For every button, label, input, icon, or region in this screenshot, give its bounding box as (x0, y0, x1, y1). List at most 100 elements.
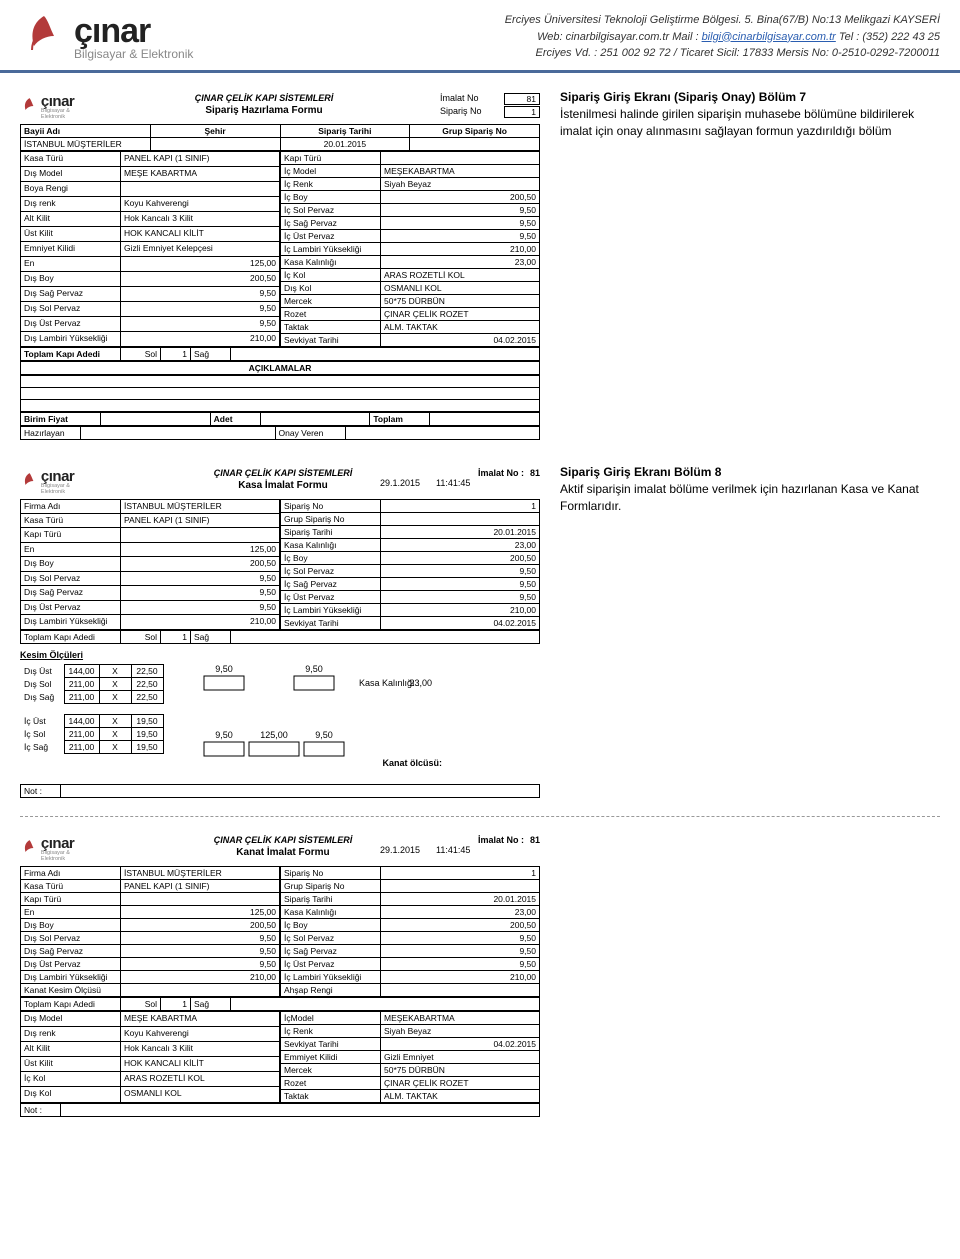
table-row: RozetÇINAR ÇELİK ROZET (281, 307, 540, 320)
table-row: Kasa TürüPANEL KAPI (1 SINIF) (21, 513, 280, 527)
form1-totals: Birim Fiyat Adet Toplam (20, 412, 540, 426)
table-row (21, 399, 540, 411)
table-row: Sevkiyat Tarihi04.02.2015 (281, 1037, 540, 1050)
form1-header-table: Bayii Adı Şehir Sipariş Tarihi Grup Sipa… (20, 124, 540, 151)
logo-text-main: çınar (74, 12, 193, 51)
svg-text:9,50: 9,50 (215, 664, 233, 674)
table-row: Dış Sağ Pervaz9,50 (21, 586, 280, 600)
table-row: Grup Sipariş No (281, 879, 540, 892)
table-row: Dış Boy200,50 (21, 918, 280, 931)
form3-left2-table: Dış ModelMEŞE KABARTMADış renkKoyu Kahve… (20, 1011, 280, 1103)
table-row: Dış Sol Pervaz9,50 (21, 571, 280, 585)
table-row: Mercek50*75 DÜRBÜN (281, 294, 540, 307)
table-row: İç ModelMEŞEKABARTMA (281, 164, 540, 177)
table-row: İSTANBUL MÜŞTERİLER 20.01.2015 (21, 137, 540, 150)
section-form3: çınar Bilgisayar & Elektronik ÇINAR ÇELİ… (0, 827, 960, 1125)
header-address: Erciyes Üniversitesi Teknoloji Geliştirm… (505, 12, 940, 62)
form-system: ÇINAR ÇELİK KAPI SİSTEMLERİ (88, 93, 440, 103)
form1-signatures: Hazırlayan Onay Veren (20, 426, 540, 440)
table-row: En125,00 (21, 905, 280, 918)
table-row: Firma AdıİSTANBUL MÜŞTERİLER (21, 499, 280, 513)
form-logo: çınar Bilgisayar & Elektronik (20, 93, 88, 120)
form2-right-table: Sipariş No1Grup Sipariş NoSipariş Tarihi… (280, 499, 540, 630)
table-row: Sipariş Tarihi20.01.2015 (281, 525, 540, 538)
table-row: İçModelMEŞEKABARTMA (281, 1011, 540, 1024)
table-row: TaktakALM. TAKTAK (281, 320, 540, 333)
desc-8: Sipariş Giriş Ekranı Bölüm 8 Aktif sipar… (540, 464, 940, 516)
table-row: İç Lambiri Yüksekliği210,00 (281, 242, 540, 255)
leaf-icon (20, 12, 68, 60)
desc-7: Sipariş Giriş Ekranı (Sipariş Onay) Bölü… (540, 89, 940, 141)
table-row: İç Lambiri Yüksekliği210,00 (281, 970, 540, 983)
table-row: Üst KilitHOK KANCALI KİLİT (21, 226, 280, 241)
table-row: Dış Sol Pervaz9,50 (21, 931, 280, 944)
table-row: İç Sağ Pervaz9,50 (281, 216, 540, 229)
table-row: Dış Üst Pervaz9,50 (21, 316, 280, 331)
table-row: İç RenkSiyah Beyaz (281, 177, 540, 190)
table-row: Üst KilitHOK KANCALI KİLİT (21, 1056, 280, 1071)
separator (20, 816, 940, 817)
form2-toplam: Toplam Kapı Adedi Sol 1 Sağ (20, 630, 540, 644)
logo: çınar Bilgisayar & Elektronik (20, 12, 193, 61)
mail-link[interactable]: bilgi@cinarbilgisayar.com.tr (702, 31, 836, 43)
desc-8-body: Aktif siparişin imalat bölüme verilmek i… (560, 482, 919, 513)
table-row: İç Üst144,00X19,50 (20, 714, 163, 727)
table-row: İç Lambiri Yüksekliği210,00 (281, 603, 540, 616)
table-row: Grup Sipariş No (281, 512, 540, 525)
table-row: RozetÇINAR ÇELİK ROZET (281, 1076, 540, 1089)
form1-left-table: Kasa TürüPANEL KAPI (1 SINIF)Dış ModelME… (20, 151, 280, 347)
table-row: Firma AdıİSTANBUL MÜŞTERİLER (21, 866, 280, 879)
table-row: Mercek50*75 DÜRBÜN (281, 1063, 540, 1076)
table-row: Dış Sol Pervaz9,50 (21, 301, 280, 316)
table-row: Alt KilitHok Kancalı 3 Kilit (21, 211, 280, 226)
section-7: çınar Bilgisayar & Elektronik ÇINAR ÇELİ… (0, 73, 960, 448)
form-kasa-imalat: çınar Bilgisayar & Elektronik ÇINAR ÇELİ… (20, 464, 540, 798)
svg-text:9,50: 9,50 (305, 664, 323, 674)
table-row: Dış Sağ Pervaz9,50 (21, 286, 280, 301)
header-line3: Erciyes Vd. : 251 002 92 72 / Ticaret Si… (505, 45, 940, 62)
table-row: Dış Lambiri Yüksekliği210,00 (21, 970, 280, 983)
table-row: Alt KilitHok Kancalı 3 Kilit (21, 1041, 280, 1056)
table-row: En125,00 (21, 256, 280, 271)
kesim-olculeri: Kesim Ölçüleri Dış Üst144,00X22,50Dış So… (20, 644, 540, 784)
table-row: İç Üst Pervaz9,50 (281, 957, 540, 970)
table-row: İç Üst Pervaz9,50 (281, 229, 540, 242)
table-row: İç Üst Pervaz9,50 (281, 590, 540, 603)
table-row: Dış Sağ211,00X22,50 (20, 690, 163, 703)
table-row: Dış KolOSMANLI KOL (21, 1087, 280, 1102)
table-row: İç Sol Pervaz9,50 (281, 203, 540, 216)
form-logo: çınar Bilgisayar & Elektronik (20, 468, 88, 495)
table-row: İç Sağ211,00X19,50 (20, 740, 163, 753)
form-name: Sipariş Hazırlama Formu (88, 105, 440, 116)
table-row: İç RenkSiyah Beyaz (281, 1024, 540, 1037)
table-row: Dış Sol211,00X22,50 (20, 677, 163, 690)
table-row: Dış ModelMEŞE KABARTMA (21, 1011, 280, 1026)
table-row: İç KolARAS ROZETLİ KOL (281, 268, 540, 281)
table-row: Dış Üst144,00X22,50 (20, 664, 163, 677)
desc-7-body: İstenilmesi halinde girilen siparişin mu… (560, 107, 914, 138)
header-line1: Erciyes Üniversitesi Teknoloji Geliştirm… (505, 12, 940, 29)
table-row: Dış Boy200,50 (21, 557, 280, 571)
logo-text-sub: Bilgisayar & Elektronik (74, 47, 193, 61)
table-row: İç Sağ Pervaz9,50 (281, 577, 540, 590)
table-row: Dış Üst Pervaz9,50 (21, 600, 280, 614)
table-row: Dış KolOSMANLI KOL (281, 281, 540, 294)
table-row: Kapı Türü (21, 892, 280, 905)
table-row: Dış Sağ Pervaz9,50 (21, 944, 280, 957)
form3-toplam: Toplam Kapı Adedi Sol 1 Sağ (20, 997, 540, 1011)
table-row: Dış ModelMEŞE KABARTMA (21, 166, 280, 181)
table-row: Kasa TürüPANEL KAPI (1 SINIF) (21, 151, 280, 166)
form2-left-table: Firma AdıİSTANBUL MÜŞTERİLERKasa TürüPAN… (20, 499, 280, 630)
svg-text:23,00: 23,00 (409, 678, 432, 688)
table-row: Sipariş No1 (281, 499, 540, 512)
table-row: İç Sol Pervaz9,50 (281, 931, 540, 944)
table-row: Kanat Kesim Ölçüsü (21, 983, 280, 996)
table-row: Boya Rengi (21, 181, 280, 196)
table-row: Dış Lambiri Yüksekliği210,00 (21, 615, 280, 630)
table-row: İç Sol Pervaz9,50 (281, 564, 540, 577)
table-row: En125,00 (21, 542, 280, 556)
form3-right2-table: İçModelMEŞEKABARTMAİç RenkSiyah BeyazSev… (280, 1011, 540, 1103)
table-row: İç Sağ Pervaz9,50 (281, 944, 540, 957)
table-row: TaktakALM. TAKTAK (281, 1089, 540, 1102)
table-row: Kasa Kalınlığı23,00 (281, 538, 540, 551)
